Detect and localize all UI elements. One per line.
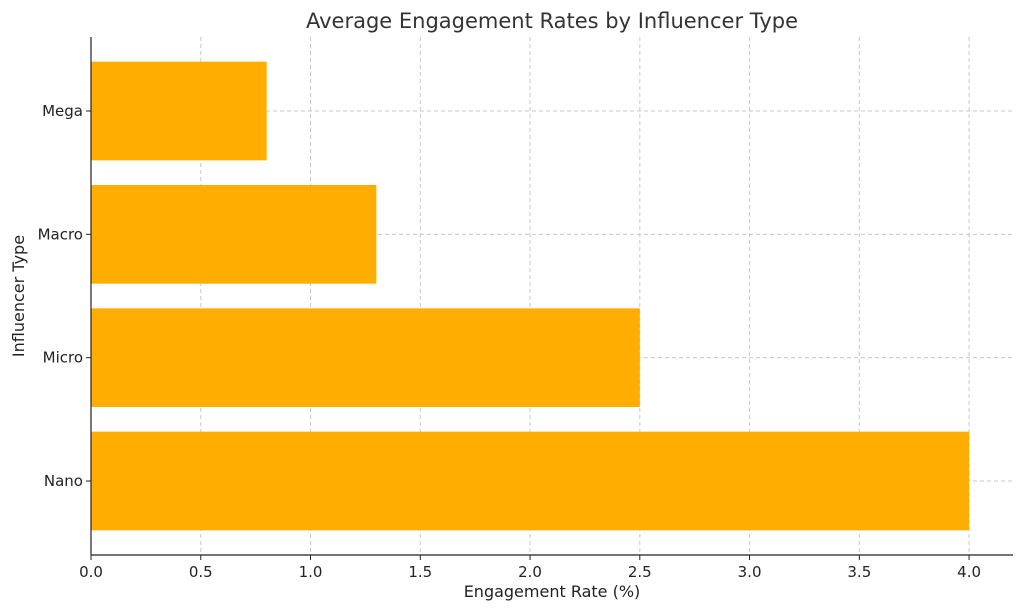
x-tick-label: 4.0 xyxy=(957,563,981,581)
y-tick-label: Nano xyxy=(44,472,83,490)
x-tick-label: 0.0 xyxy=(79,563,103,581)
x-tick-label: 3.0 xyxy=(738,563,762,581)
x-tick-label: 1.0 xyxy=(299,563,323,581)
x-tick-label: 2.5 xyxy=(628,563,652,581)
bar-nano xyxy=(91,431,970,531)
x-tick-label: 2.0 xyxy=(518,563,542,581)
y-tick-label: Micro xyxy=(43,349,83,367)
y-tick-label: Mega xyxy=(42,102,83,120)
bar-macro xyxy=(91,185,377,284)
y-axis-label: Influencer Type xyxy=(9,235,28,357)
x-tick-label: 0.5 xyxy=(189,563,213,581)
bar-mega xyxy=(91,61,267,161)
x-tick-label: 1.5 xyxy=(408,563,432,581)
bar-micro xyxy=(91,308,640,407)
y-tick-label: Macro xyxy=(38,225,83,243)
bars xyxy=(91,61,970,531)
x-tick-label: 3.5 xyxy=(847,563,871,581)
x-ticks: 0.0 0.5 1.0 1.5 2.0 2.5 3.0 3.5 4.0 xyxy=(79,555,981,581)
y-ticks: Nano Micro Macro Mega xyxy=(38,102,91,490)
x-axis-label: Engagement Rate (%) xyxy=(464,582,641,601)
chart-title: Average Engagement Rates by Influencer T… xyxy=(306,9,798,33)
